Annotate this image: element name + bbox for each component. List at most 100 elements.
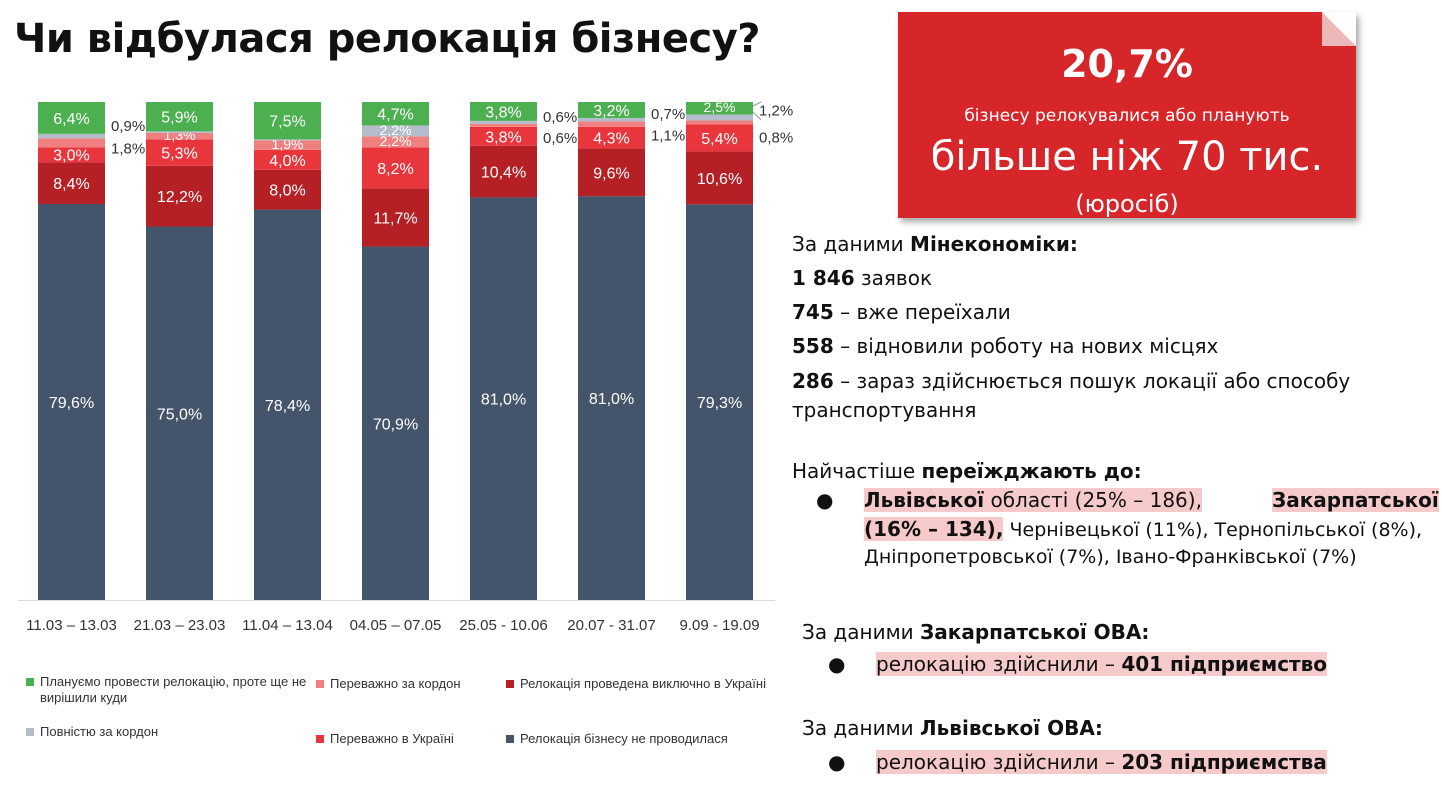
legend-label: Повністю за кордон — [40, 724, 159, 739]
bar-segment — [254, 139, 321, 141]
data-label: 0,9% — [111, 118, 145, 135]
stat-text: заявок — [854, 266, 933, 290]
data-label: 6,4% — [53, 111, 89, 128]
destinations-line-3: Дніпропетровської (7%), Івано-Франківськ… — [864, 546, 1357, 568]
data-label: 3,8% — [485, 104, 521, 121]
data-label: 75,0% — [157, 406, 202, 423]
data-label: 2,5% — [704, 99, 736, 115]
bar-segment — [38, 133, 105, 139]
callout-line-2: бізнесу релокувалися або планують — [964, 106, 1290, 126]
data-label: 81,0% — [589, 391, 634, 408]
data-label: 4,7% — [377, 107, 413, 124]
highlight-callout: 20,7% бізнесу релокувалися або планують … — [898, 12, 1356, 218]
callout-value: 20,7% — [1061, 42, 1193, 86]
data-label: 79,6% — [49, 395, 94, 412]
stat-number: 286 — [792, 369, 834, 393]
legend-item-plan: Плануємо провести релокацію, проте ще не… — [26, 674, 310, 706]
heading-bold: переїжджають до: — [921, 459, 1142, 483]
destinations-line-2: (16% – 134), Чернівецької (11%), Тернопі… — [864, 517, 1422, 541]
bar-segment — [146, 226, 213, 600]
bar-segment — [686, 204, 753, 600]
data-label: 3,0% — [53, 148, 89, 165]
legend-label: Плануємо провести релокацію, проте ще не… — [40, 674, 307, 705]
heading-prefix: Найчастіше — [792, 459, 922, 483]
bar-segment — [470, 102, 537, 121]
leader-line — [752, 101, 762, 107]
data-label: 81,0% — [481, 392, 526, 409]
legend-label: Релокація проведена виключно в Україні — [520, 676, 766, 691]
heading-bold: Мінекономіки: — [910, 232, 1078, 256]
region-lviv: Львівської — [864, 488, 985, 512]
highlight-text: релокацію здійснили – 203 підприємства — [876, 750, 1327, 774]
data-label: 1,8% — [111, 140, 145, 157]
bar-segment — [146, 102, 213, 132]
stat-number: 1 846 — [792, 266, 855, 290]
stat-line: 286 – зараз здійснюється пошук локації а… — [792, 369, 1350, 393]
bar-segment — [578, 102, 645, 118]
item-value: 401 підприємство — [1121, 652, 1328, 676]
bar-segment — [38, 102, 105, 134]
legend-label: Переважно за кордон — [330, 676, 461, 691]
x-tick-label: 04.05 – 07.05 — [350, 617, 442, 634]
destinations-heading: Найчастіше переїжджають до: — [792, 459, 1142, 483]
data-label: 4,3% — [593, 131, 629, 148]
highlight-text: (16% – 134), — [864, 517, 1004, 541]
x-tick-label: 21.03 – 23.03 — [134, 617, 226, 634]
bar-segment — [146, 132, 213, 140]
bar-segment — [146, 139, 213, 166]
item-text: релокацію здійснили – — [876, 750, 1122, 774]
bar-segment — [254, 149, 321, 170]
data-label: 1,1% — [651, 127, 685, 144]
bullet-icon: ● — [816, 488, 834, 512]
data-label: 78,4% — [265, 398, 310, 415]
legend-swatch — [506, 735, 514, 743]
legend-label: Релокація бізнесу не проводилася — [520, 731, 728, 746]
bar-segment — [578, 148, 645, 197]
legend-swatch — [316, 680, 324, 688]
data-label: 0,7% — [651, 106, 685, 123]
data-label: 12,2% — [157, 189, 202, 206]
bar-segment — [38, 162, 105, 204]
highlight-text: Львівської області (25% – 186), — [864, 488, 1202, 512]
data-label: 0,8% — [759, 129, 793, 146]
legend-item-none: Релокація бізнесу не проводилася — [506, 731, 728, 747]
bar-segment — [146, 165, 213, 227]
item-value: 203 підприємства — [1121, 750, 1327, 774]
bar-segment — [578, 117, 645, 122]
x-tick-label: 9.09 - 19.09 — [679, 617, 759, 634]
page-title: Чи відбулася релокація бізнесу? — [14, 16, 761, 62]
bar-segment — [686, 102, 753, 115]
bar-segment — [146, 131, 213, 133]
leader-line — [752, 111, 762, 121]
legend-swatch — [506, 680, 514, 688]
highlight-text: релокацію здійснили – 401 підприємство — [876, 652, 1328, 676]
stat-line-cont: транспортування — [792, 398, 977, 422]
bullet-icon: ● — [828, 652, 846, 676]
legend-swatch — [26, 678, 34, 686]
stat-line: 745 – вже переїхали — [792, 300, 1011, 324]
bar-segment — [38, 203, 105, 600]
bar-segment — [362, 188, 429, 247]
callout-line-4: (юросіб) — [1075, 190, 1179, 218]
bar-segment — [38, 138, 105, 148]
bar-segment — [578, 126, 645, 149]
data-label: 11,7% — [373, 210, 417, 227]
folded-corner — [1322, 12, 1356, 46]
bar-segment — [362, 136, 429, 148]
data-label: 10,6% — [697, 171, 742, 188]
heading-prefix: За даними — [802, 716, 921, 740]
mineconomy-heading: За даними Мінекономіки: — [792, 232, 1078, 256]
data-label: 1,2% — [759, 102, 793, 119]
heading-bold: Львівської ОВА: — [920, 716, 1103, 740]
data-label: 10,4% — [481, 165, 526, 182]
stat-number: 745 — [792, 300, 834, 324]
legend-item-mostly-abroad: Переважно за кордон — [316, 676, 461, 692]
region-lviv-stats: області (25% – 186), — [984, 488, 1202, 512]
data-label: 7,5% — [269, 114, 305, 131]
bar-segment — [362, 125, 429, 137]
zakarpattia-heading: За даними Закарпатської ОВА: — [802, 620, 1149, 644]
data-label: 5,9% — [161, 110, 197, 127]
stat-text: – зараз здійснюється пошук локації або с… — [833, 369, 1351, 393]
legend-item-fully-abroad: Повністю за кордон — [26, 724, 159, 740]
data-label: 8,0% — [269, 183, 305, 200]
